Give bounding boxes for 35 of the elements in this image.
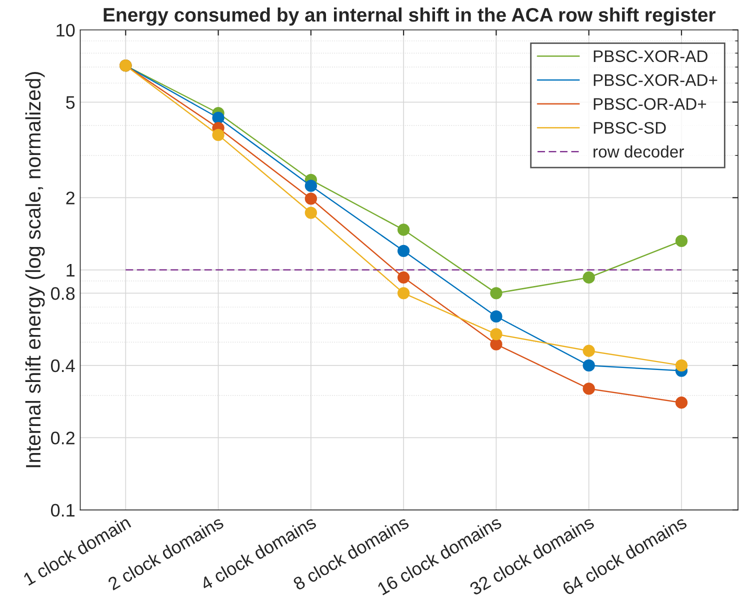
point [397, 287, 410, 300]
point [490, 328, 502, 340]
point [582, 271, 595, 284]
point [212, 128, 224, 142]
y-tick-label: 5 [66, 96, 75, 109]
point [490, 310, 502, 323]
chart-title: Energy consumed by an internal shift in the ACA row shift register [104, 7, 716, 26]
legend-label: PBSC-XOR-AD [594, 50, 708, 62]
y-tick-label: 10 [56, 24, 75, 37]
point [490, 287, 502, 300]
y-tick-label: 2 [66, 192, 74, 204]
point [675, 396, 688, 409]
legend-label: PBSC-OR-AD+ [594, 98, 706, 110]
legend-label: PBSC-XOR-AD+ [594, 74, 718, 86]
legend-label: PBSC-SD [594, 122, 666, 134]
point [675, 359, 688, 372]
point [397, 224, 410, 236]
point [397, 244, 410, 257]
point [675, 234, 688, 248]
y-tick-label: 0.4 [50, 359, 75, 372]
point [582, 382, 595, 395]
y-axis-title: Internal shift energy (log scale, normalized) [25, 72, 45, 468]
y-tick-label: 1 [66, 264, 75, 276]
y-tick-label: 0.8 [50, 287, 75, 300]
point [212, 112, 224, 124]
point [582, 359, 595, 372]
point [304, 206, 317, 219]
y-tick-label: 0.2 [50, 432, 74, 444]
legend-label: row decoder [594, 145, 684, 158]
point [490, 338, 502, 350]
point [304, 192, 317, 205]
y-tick-label: 0.1 [50, 504, 75, 517]
point [582, 344, 595, 357]
point [397, 271, 410, 284]
point [304, 180, 317, 192]
